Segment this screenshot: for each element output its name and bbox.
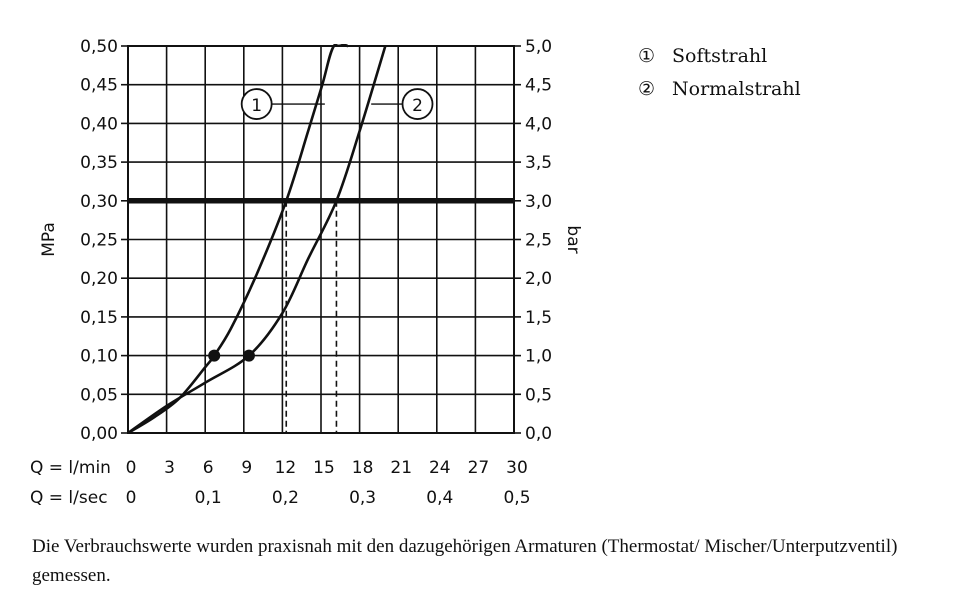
y-tick-right: 3,5	[525, 153, 552, 173]
x-tick-lsec: 0,5	[503, 488, 530, 508]
x-tick-lmin: 21	[390, 458, 412, 478]
y-tick-left: 0,25	[80, 231, 118, 251]
data-point-1	[208, 349, 221, 362]
series-label-2: 2	[412, 96, 423, 116]
y-tick-left: 0,30	[80, 192, 118, 212]
y-tick-right: 1,0	[525, 347, 552, 367]
x-tick-lmin: 3	[164, 458, 175, 478]
y-tick-left: 0,00	[80, 424, 118, 444]
x-tick-lmin: 18	[352, 458, 374, 478]
y-tick-left: 0,15	[80, 308, 118, 328]
y-axis-title-left: MPa	[39, 222, 59, 257]
y-tick-left: 0,45	[80, 76, 118, 96]
series-line-1	[128, 44, 349, 433]
measurement-note: Die Verbrauchswerte wurden praxisnah mit…	[32, 536, 898, 586]
y-tick-left: 0,35	[80, 153, 118, 173]
y-tick-left: 0,50	[80, 37, 118, 57]
series-line-2	[128, 45, 387, 433]
legend-marker-1: ①	[638, 45, 655, 67]
y-tick-right: 3,0	[525, 192, 552, 212]
data-point-2	[242, 349, 255, 362]
y-tick-right: 4,5	[525, 76, 552, 96]
x-tick-lmin: 0	[126, 458, 137, 478]
axis-ticks	[121, 45, 521, 434]
x-tick-lmin: 9	[241, 458, 252, 478]
x-tick-lmin: 27	[468, 458, 490, 478]
x-axis-title-lmin: Q = l/min	[30, 458, 111, 478]
legend: ① Softstrahl ② Normalstrahl	[638, 45, 801, 100]
x-tick-lsec: 0	[126, 488, 137, 508]
legend-label-2: Normalstrahl	[672, 78, 801, 100]
x-tick-lsec: 0,4	[426, 488, 453, 508]
y-tick-right: 2,5	[525, 231, 552, 251]
y-tick-right: 0,0	[525, 424, 552, 444]
y-tick-right: 5,0	[525, 37, 552, 57]
legend-marker-2: ②	[638, 78, 655, 100]
x-tick-lsec: 0,3	[349, 488, 376, 508]
y-tick-left: 0,20	[80, 269, 118, 289]
x-tick-lmin: 15	[313, 458, 335, 478]
x-tick-lmin: 12	[275, 458, 297, 478]
y-tick-right: 0,5	[525, 385, 552, 405]
legend-label-1: Softstrahl	[672, 45, 767, 67]
y-tick-left: 0,40	[80, 114, 118, 134]
x-tick-lmin: 24	[429, 458, 451, 478]
axis-labels: 0,000,050,100,150,200,250,300,350,400,45…	[30, 37, 583, 508]
y-tick-right: 4,0	[525, 114, 552, 134]
x-axis-title-lsec: Q = l/sec	[30, 488, 108, 508]
x-tick-lmin: 6	[203, 458, 214, 478]
y-tick-right: 1,5	[525, 308, 552, 328]
y-tick-left: 0,10	[80, 347, 118, 367]
y-axis-title-right: bar	[563, 225, 583, 253]
series-label-1: 1	[251, 96, 262, 116]
y-tick-left: 0,05	[80, 385, 118, 405]
y-tick-right: 2,0	[525, 269, 552, 289]
x-tick-lmin: 30	[506, 458, 528, 478]
x-tick-lsec: 0,1	[195, 488, 222, 508]
x-tick-lsec: 0,2	[272, 488, 299, 508]
